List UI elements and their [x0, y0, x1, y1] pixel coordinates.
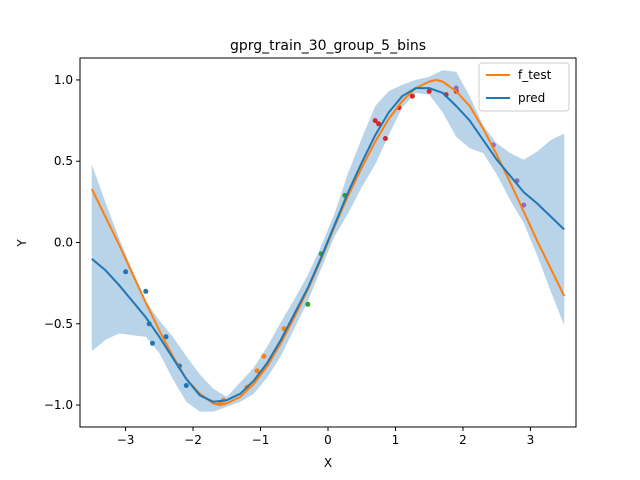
series-line-pred [91, 87, 565, 403]
legend-label-f-test: f_test [518, 68, 552, 82]
x-axis-label: X [324, 456, 332, 470]
x-tick-label: 2 [459, 433, 467, 447]
data-point [372, 118, 378, 124]
y-tick-label: −1.0 [44, 398, 73, 412]
x-tick-label: −1 [252, 433, 270, 447]
data-point [254, 368, 260, 374]
legend: f_test pred [478, 62, 570, 112]
x-tick-label: −2 [184, 433, 202, 447]
plot-area [90, 70, 566, 412]
data-point [163, 334, 169, 340]
y-tick-label: 1.0 [54, 73, 73, 87]
data-point [123, 269, 129, 275]
x-tick-label: 1 [392, 433, 400, 447]
axes: −3 −2 −1 0 1 2 3 −1.0 −0.5 0.0 0.5 1.0 [44, 73, 534, 447]
y-tick-label: 0.0 [54, 236, 73, 250]
data-point [143, 288, 149, 294]
y-axis-label: Y [15, 239, 29, 248]
y-tick-label: −0.5 [44, 317, 73, 331]
x-tick-label: 0 [324, 433, 332, 447]
data-point [426, 88, 432, 94]
x-tick-label: −3 [117, 433, 135, 447]
chart-title: gprg_train_30_group_5_bins [230, 38, 426, 54]
data-point [261, 353, 267, 359]
legend-label-pred: pred [518, 91, 545, 105]
y-tick-label: 0.5 [54, 154, 73, 168]
x-tick-label: 3 [527, 433, 535, 447]
data-point [409, 93, 415, 99]
data-point [382, 136, 388, 141]
data-point [305, 301, 311, 307]
data-point [183, 383, 189, 388]
data-point [521, 202, 527, 208]
data-point [150, 340, 155, 346]
data-point [376, 121, 382, 127]
